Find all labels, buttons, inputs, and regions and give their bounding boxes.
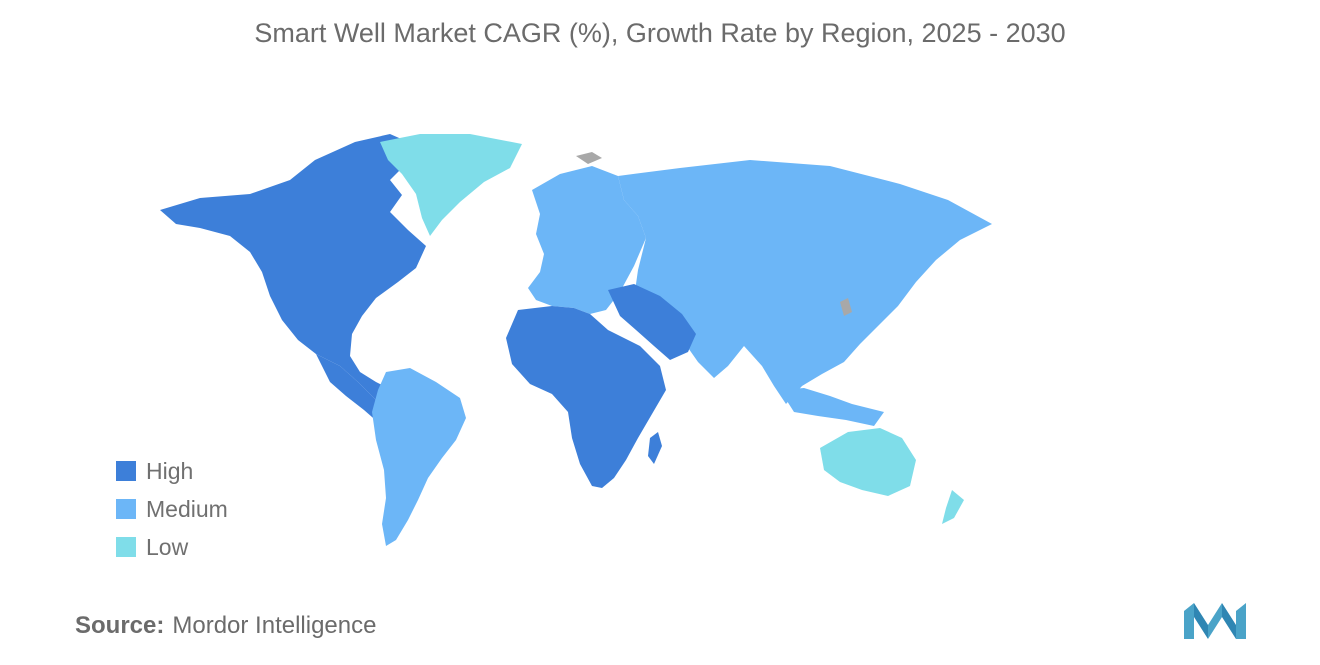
region-central-america[interactable]: [316, 354, 388, 424]
legend-label-low: Low: [146, 533, 189, 560]
region-korea: [840, 298, 852, 316]
region-madagascar[interactable]: [648, 432, 662, 464]
region-svalbard: [576, 152, 602, 164]
legend-swatch-low: [116, 537, 136, 557]
source-line: Source: Mordor Intelligence: [75, 612, 376, 640]
region-new-zealand[interactable]: [942, 490, 964, 524]
legend-label-high: High: [146, 457, 194, 484]
region-greenland[interactable]: [380, 134, 522, 236]
region-middle-east[interactable]: [608, 284, 696, 360]
legend-item-medium: Medium: [116, 490, 228, 528]
source-value: Mordor Intelligence: [172, 612, 377, 639]
region-north-america[interactable]: [160, 134, 426, 424]
legend-swatch-medium: [116, 499, 136, 519]
source-label: Source:: [75, 612, 165, 639]
region-africa[interactable]: [506, 306, 666, 488]
world-map: [140, 120, 1180, 560]
legend-item-low: Low: [116, 528, 228, 566]
map-legend: High Medium Low: [116, 452, 228, 566]
region-south-america[interactable]: [372, 368, 466, 546]
world-map-svg: [160, 134, 992, 546]
chart-title: Smart Well Market CAGR (%), Growth Rate …: [254, 18, 1066, 48]
region-asia[interactable]: [618, 160, 992, 404]
legend-item-high: High: [116, 452, 228, 490]
region-australia[interactable]: [820, 428, 916, 496]
legend-label-medium: Medium: [146, 495, 228, 522]
region-southeast-asia[interactable]: [780, 388, 884, 426]
legend-swatch-high: [116, 461, 136, 481]
region-europe[interactable]: [528, 166, 646, 314]
mordor-logo-icon: [1184, 603, 1250, 639]
